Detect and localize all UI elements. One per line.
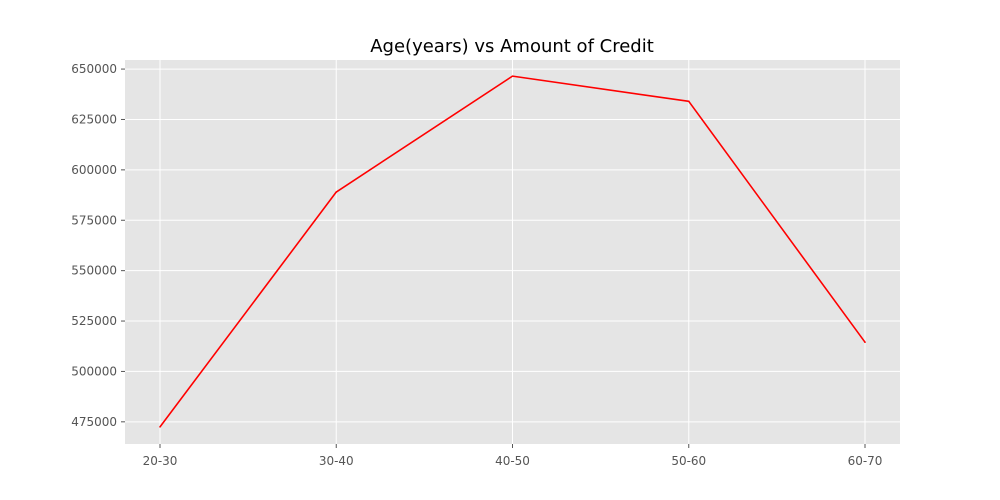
x-tick-label: 30-40 xyxy=(319,454,354,468)
x-tick-label: 60-70 xyxy=(848,454,883,468)
chart-title: Age(years) vs Amount of Credit xyxy=(370,36,654,57)
y-tick-label: 625000 xyxy=(71,112,117,126)
x-tick-label: 20-30 xyxy=(143,454,178,468)
grid-lines xyxy=(125,60,900,444)
x-axis-ticks: 20-30 30-40 40-50 50-60 60-70 xyxy=(143,444,883,468)
y-tick-label: 550000 xyxy=(71,264,117,278)
series-layer xyxy=(159,75,866,428)
data-point xyxy=(511,75,514,77)
y-tick-label: 475000 xyxy=(71,415,117,429)
y-axis-ticks: 475000 500000 525000 550000 575000 600000 6250… xyxy=(71,62,125,429)
data-point xyxy=(335,191,338,193)
data-point xyxy=(687,100,690,103)
y-tick-label: 650000 xyxy=(71,62,117,76)
y-tick-label: 575000 xyxy=(71,213,117,227)
y-tick-label: 600000 xyxy=(71,163,117,177)
data-point xyxy=(864,341,866,344)
data-point xyxy=(159,426,161,428)
x-tick-label: 40-50 xyxy=(495,454,530,468)
y-tick-label: 500000 xyxy=(71,364,117,378)
y-tick-label: 525000 xyxy=(71,314,117,328)
x-tick-label: 50-60 xyxy=(671,454,706,468)
